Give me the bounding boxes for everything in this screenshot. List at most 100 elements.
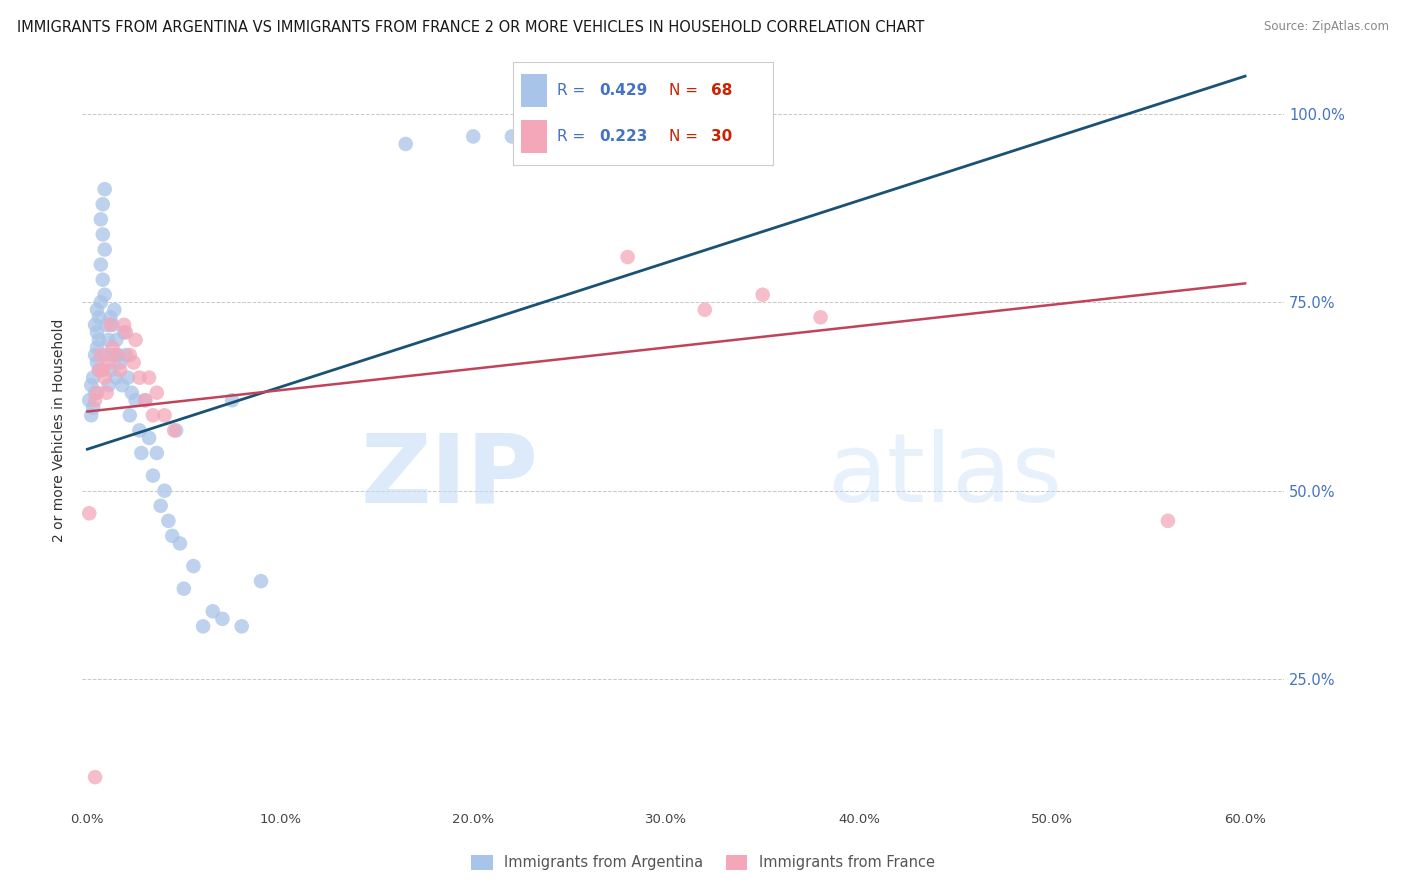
Point	[97, 355, 120, 369]
Point	[112, 326, 135, 340]
Point	[84, 318, 107, 332]
Y-axis label: 2 or more Vehicles in Household: 2 or more Vehicles in Household	[52, 318, 66, 542]
Point	[86, 302, 108, 317]
Point	[675, 129, 697, 144]
Point	[93, 287, 115, 301]
Point	[115, 348, 138, 362]
Point	[82, 370, 104, 384]
Point	[142, 409, 165, 423]
Point	[122, 355, 145, 369]
Point	[138, 431, 160, 445]
Point	[84, 770, 107, 784]
Point	[100, 318, 122, 332]
Point	[84, 385, 107, 400]
Point	[191, 619, 214, 633]
Point	[201, 604, 224, 618]
Point	[231, 619, 253, 633]
Point	[221, 393, 243, 408]
Text: R =: R =	[557, 128, 591, 144]
Point	[112, 318, 135, 332]
Point	[108, 355, 131, 369]
Legend: Immigrants from Argentina, Immigrants from France: Immigrants from Argentina, Immigrants fr…	[465, 848, 941, 876]
Point	[105, 348, 128, 362]
Point	[77, 506, 100, 520]
Point	[93, 182, 115, 196]
Point	[82, 401, 104, 415]
Text: 68: 68	[711, 83, 733, 97]
Point	[105, 370, 128, 384]
Text: Source: ZipAtlas.com: Source: ZipAtlas.com	[1264, 20, 1389, 33]
Point	[80, 409, 103, 423]
Point	[124, 333, 146, 347]
Point	[90, 258, 112, 272]
Point	[250, 574, 273, 589]
Point	[211, 612, 233, 626]
Point	[146, 385, 169, 400]
Point	[810, 310, 832, 325]
Text: N =: N =	[669, 128, 703, 144]
Point	[149, 499, 172, 513]
Point	[142, 468, 165, 483]
Point	[124, 393, 146, 408]
Point	[395, 136, 418, 151]
Point	[146, 446, 169, 460]
Point	[134, 393, 156, 408]
Point	[87, 333, 110, 347]
Point	[90, 348, 112, 362]
Point	[157, 514, 180, 528]
Point	[463, 129, 485, 144]
Point	[91, 197, 114, 211]
Point	[100, 363, 122, 377]
Point	[128, 370, 150, 384]
Text: N =: N =	[669, 83, 703, 97]
Point	[616, 250, 638, 264]
Point	[751, 287, 773, 301]
Bar	[522, 74, 547, 106]
Point	[693, 302, 716, 317]
Point	[86, 355, 108, 369]
Point	[90, 212, 112, 227]
Point	[105, 333, 128, 347]
Point	[97, 378, 120, 392]
Point	[111, 378, 134, 392]
Point	[101, 318, 124, 332]
Point	[131, 446, 153, 460]
Point	[87, 310, 110, 325]
Point	[108, 363, 131, 377]
Point	[169, 536, 191, 550]
Point	[87, 363, 110, 377]
Point	[165, 424, 187, 438]
Point	[96, 318, 118, 332]
Point	[173, 582, 195, 596]
Point	[91, 227, 114, 242]
Text: 0.223: 0.223	[599, 128, 647, 144]
Point	[96, 385, 118, 400]
Text: 0.429: 0.429	[599, 83, 647, 97]
Point	[96, 348, 118, 362]
Point	[97, 333, 120, 347]
Point	[1157, 514, 1180, 528]
Point	[138, 370, 160, 384]
Point	[121, 385, 143, 400]
Point	[134, 393, 156, 408]
Point	[91, 273, 114, 287]
Point	[153, 409, 176, 423]
Point	[101, 341, 124, 355]
Point	[100, 310, 122, 325]
Point	[86, 385, 108, 400]
Point	[86, 326, 108, 340]
Point	[118, 348, 141, 362]
Text: IMMIGRANTS FROM ARGENTINA VS IMMIGRANTS FROM FRANCE 2 OR MORE VEHICLES IN HOUSEH: IMMIGRANTS FROM ARGENTINA VS IMMIGRANTS …	[17, 20, 924, 35]
Point	[93, 243, 115, 257]
Point	[80, 378, 103, 392]
Point	[118, 409, 141, 423]
Point	[77, 393, 100, 408]
Point	[90, 295, 112, 310]
Point	[101, 348, 124, 362]
Point	[162, 529, 184, 543]
Point	[86, 341, 108, 355]
Point	[153, 483, 176, 498]
Point	[84, 393, 107, 408]
Point	[115, 326, 138, 340]
Point	[117, 370, 139, 384]
